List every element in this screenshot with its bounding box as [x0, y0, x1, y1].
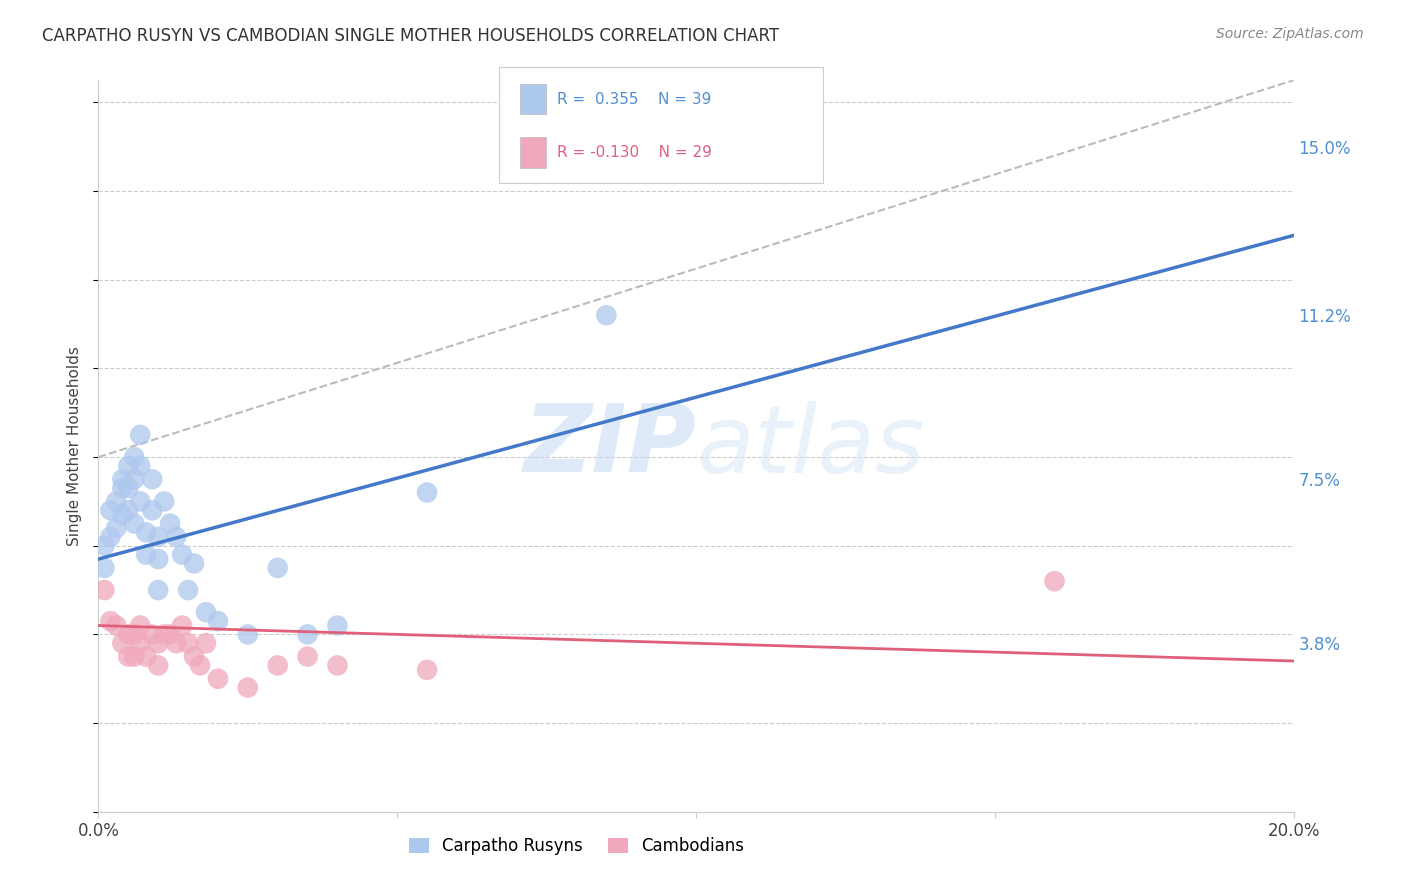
Point [172, 548, 194, 562]
Point [416, 485, 439, 500]
Point [165, 636, 187, 650]
Point [183, 649, 205, 664]
Text: CARPATHO RUSYN VS CAMBODIAN SINGLE MOTHER HOUSEHOLDS CORRELATION CHART: CARPATHO RUSYN VS CAMBODIAN SINGLE MOTHE… [42, 27, 779, 45]
Point [111, 636, 134, 650]
Point [129, 428, 152, 442]
Point [153, 627, 176, 641]
Point [129, 458, 152, 473]
Point [153, 494, 176, 508]
Point [195, 605, 218, 619]
Point [236, 627, 259, 641]
Text: ZIP: ZIP [523, 400, 696, 492]
Point [98, 503, 122, 517]
Point [148, 636, 170, 650]
Point [129, 618, 152, 632]
Point [129, 636, 152, 650]
Point [98, 530, 122, 544]
Point [117, 503, 139, 517]
Point [124, 649, 146, 664]
Point [124, 472, 146, 486]
Point [124, 450, 146, 464]
Point [93, 561, 115, 575]
Point [117, 627, 139, 641]
Point [595, 308, 617, 322]
Point [105, 521, 128, 535]
Point [135, 649, 157, 664]
Point [111, 481, 134, 495]
Point [98, 614, 122, 628]
Point [297, 649, 319, 664]
Point [177, 583, 200, 598]
Point [267, 561, 290, 575]
Point [326, 658, 349, 673]
Point [141, 472, 163, 486]
Point [124, 516, 146, 531]
Point [183, 557, 205, 571]
Point [159, 516, 181, 531]
Point [236, 681, 259, 695]
Point [159, 627, 181, 641]
Point [111, 472, 134, 486]
Point [117, 481, 139, 495]
Point [135, 548, 157, 562]
Point [172, 618, 194, 632]
Y-axis label: Single Mother Households: Single Mother Households [67, 346, 83, 546]
Text: R =  0.355    N = 39: R = 0.355 N = 39 [557, 92, 711, 106]
Point [1043, 574, 1066, 589]
Point [135, 525, 157, 540]
Point [148, 658, 170, 673]
Point [148, 552, 170, 566]
Point [117, 649, 139, 664]
Point [297, 627, 319, 641]
Point [124, 627, 146, 641]
Point [195, 636, 218, 650]
Point [165, 530, 187, 544]
Text: atlas: atlas [696, 401, 924, 491]
Point [148, 530, 170, 544]
Text: R = -0.130    N = 29: R = -0.130 N = 29 [557, 145, 711, 160]
Point [129, 494, 152, 508]
Point [416, 663, 439, 677]
Point [177, 636, 200, 650]
Point [93, 583, 115, 598]
Point [188, 658, 211, 673]
Point [105, 618, 128, 632]
Point [207, 614, 229, 628]
Point [117, 458, 139, 473]
Point [93, 539, 115, 553]
Point [141, 503, 163, 517]
Legend: Carpatho Rusyns, Cambodians: Carpatho Rusyns, Cambodians [402, 830, 751, 862]
Point [105, 494, 128, 508]
Point [207, 672, 229, 686]
Point [326, 618, 349, 632]
Text: Source: ZipAtlas.com: Source: ZipAtlas.com [1216, 27, 1364, 41]
Point [148, 583, 170, 598]
Point [267, 658, 290, 673]
Point [111, 508, 134, 522]
Point [141, 627, 163, 641]
